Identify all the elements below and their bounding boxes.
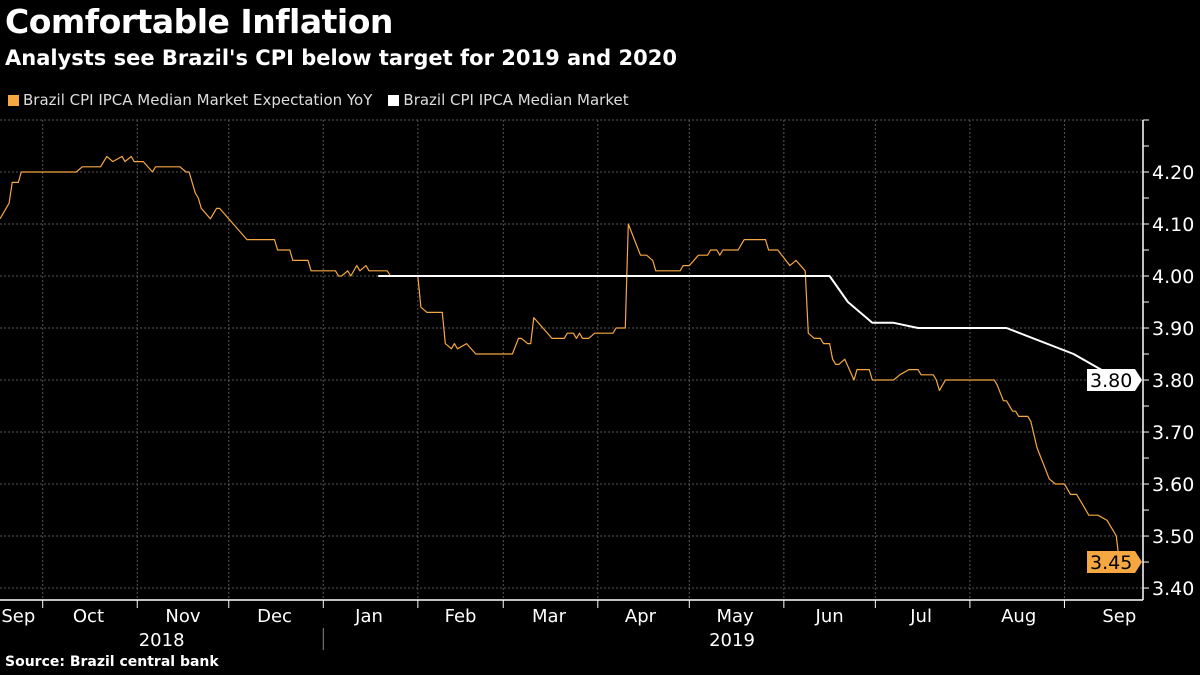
x-tick-label: Jan (354, 606, 383, 627)
x-tick-label: Sep (1, 606, 35, 627)
chart-subtitle: Analysts see Brazil's CPI below target f… (5, 46, 677, 70)
year-label: 2018 (139, 630, 185, 651)
y-tick-label: 4.10 (1152, 214, 1194, 236)
x-tick-label: Jul (909, 606, 932, 627)
x-tick-label: May (716, 606, 754, 627)
series-line-expectation-yoy (0, 155, 1120, 563)
legend-label: Brazil CPI IPCA Median Market (403, 91, 629, 109)
source-note: Source: Brazil central bank (5, 654, 219, 670)
legend: Brazil CPI IPCA Median Market Expectatio… (8, 91, 629, 109)
legend-item-expectation-yoy: Brazil CPI IPCA Median Market Expectatio… (8, 91, 372, 109)
x-tick-label: Jun (815, 606, 844, 627)
y-tick-label: 3.70 (1152, 422, 1194, 444)
x-tick-label: Mar (532, 606, 567, 627)
legend-label: Brazil CPI IPCA Median Market Expectatio… (23, 91, 373, 109)
last-value-tag (1087, 551, 1142, 574)
y-tick-label: 3.80 (1152, 370, 1194, 392)
x-tick-label: Aug (1001, 606, 1036, 627)
last-value-label: 3.45 (1090, 552, 1132, 574)
y-tick-label: 3.60 (1152, 474, 1194, 496)
x-tick-label: Nov (165, 606, 200, 627)
legend-item-median-market: Brazil CPI IPCA Median Market (388, 91, 629, 109)
y-tick-label: 3.40 (1152, 578, 1194, 600)
y-tick-label: 4.20 (1152, 162, 1194, 184)
chart-title: Comfortable Inflation (5, 2, 393, 41)
x-tick-label: Sep (1102, 606, 1136, 627)
legend-swatch-white (388, 94, 400, 106)
x-tick-label: Apr (625, 606, 657, 627)
year-label: 2019 (709, 630, 755, 651)
x-tick-label: Feb (445, 606, 477, 627)
y-tick-label: 4.00 (1152, 266, 1194, 288)
x-tick-label: Oct (73, 606, 104, 627)
y-tick-label: 3.50 (1152, 526, 1194, 548)
last-value-tag (1087, 369, 1142, 392)
y-tick-label: 3.90 (1152, 318, 1194, 340)
series-line-median-market (378, 275, 1120, 381)
legend-swatch-orange (8, 94, 19, 106)
last-value-label: 3.80 (1090, 370, 1132, 392)
x-tick-label: Dec (257, 606, 292, 627)
